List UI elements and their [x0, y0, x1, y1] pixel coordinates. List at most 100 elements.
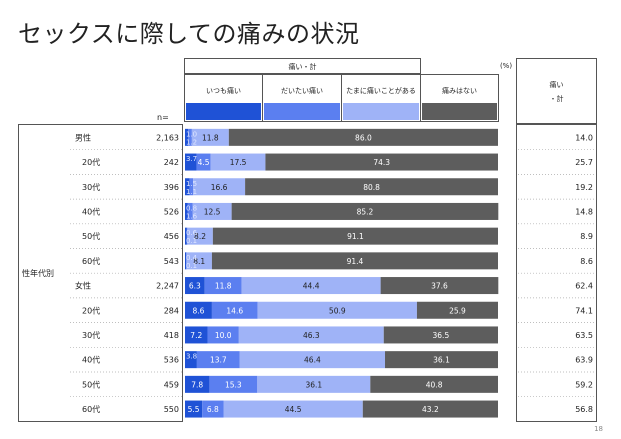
row-label: 30代	[82, 330, 100, 340]
bar-segment	[187, 227, 213, 245]
bar-segment	[188, 128, 192, 146]
legend-swatch-2	[343, 103, 419, 120]
bar-segment	[239, 351, 386, 369]
bar-value-label: 6.3	[189, 282, 201, 291]
legend-swatch-0	[186, 103, 261, 120]
row-label: 50代	[82, 231, 100, 241]
row-n-value: 536	[164, 356, 179, 365]
bar-segment	[193, 178, 246, 196]
bar-value-label: 16.6	[211, 183, 228, 192]
row-total-value: 74.1	[575, 306, 593, 315]
bar-segment	[265, 153, 498, 171]
row-n-value: 526	[164, 207, 179, 216]
bar-value-label: 3.7	[186, 155, 197, 163]
bar-value-label: 6.8	[207, 405, 219, 414]
bar-value-label: 46.4	[304, 356, 321, 365]
legend-group-label: 痛い・計	[288, 63, 317, 71]
bar-segment	[185, 153, 197, 171]
bar-segment	[185, 202, 188, 220]
bar-value-label: 0.8	[186, 204, 197, 212]
legend-swatch-1	[264, 103, 340, 120]
bar-segment	[185, 252, 187, 270]
bar-segment	[210, 153, 266, 171]
bar-value-label: 85.2	[357, 207, 374, 216]
bar-value-label: 17.5	[230, 158, 247, 167]
bar-value-label: 11.8	[202, 133, 219, 142]
total-column-frame	[516, 124, 597, 422]
row-n-value: 550	[164, 405, 179, 414]
bar-value-label: 7.2	[190, 331, 202, 340]
bar-value-label: 36.1	[305, 380, 322, 389]
bar-value-label: 44.5	[285, 405, 302, 414]
row-label: 50代	[82, 379, 100, 389]
bar-value-label: 1.1	[186, 188, 197, 196]
page-number: 18	[594, 425, 603, 433]
bar-value-label: 8.6	[192, 306, 204, 315]
bar-value-label: 15.3	[225, 380, 242, 389]
row-total-value: 56.8	[575, 405, 593, 414]
row-total-value: 8.9	[580, 232, 593, 241]
bar-segment	[362, 400, 498, 418]
legend-item-label-2: たまに痛いことがある	[346, 87, 416, 95]
row-n-value: 284	[164, 306, 179, 315]
n-header: n=	[157, 113, 169, 122]
bar-value-label: 0.1	[186, 262, 197, 270]
bar-segment	[196, 351, 240, 369]
side-label: 性年代別	[22, 269, 54, 278]
bar-segment	[185, 375, 210, 393]
row-label: 20代	[82, 157, 100, 167]
bar-segment	[185, 178, 190, 196]
bar-segment	[186, 252, 187, 270]
legend-item-label-1: だいたい痛い	[281, 87, 323, 95]
bar-segment	[185, 227, 187, 245]
bar-segment	[185, 326, 208, 344]
bar-value-label: 13.7	[210, 356, 227, 365]
row-total-value: 59.2	[575, 380, 593, 389]
bar-value-label: 0.1	[186, 237, 197, 245]
bar-value-label: 1.5	[186, 180, 197, 188]
bar-value-label: 91.4	[347, 257, 364, 266]
row-label: 20代	[82, 305, 100, 315]
row-n-value: 2,163	[156, 133, 179, 142]
bar-segment	[380, 277, 499, 295]
bar-segment	[191, 128, 229, 146]
row-label: 男性	[75, 132, 91, 142]
bar-segment	[187, 202, 193, 220]
bar-value-label: 1.2	[186, 138, 197, 146]
bar-value-label: 80.8	[363, 183, 380, 192]
bar-segment	[185, 277, 205, 295]
row-label: 40代	[82, 355, 100, 365]
bar-segment	[196, 153, 211, 171]
bar-segment	[186, 252, 212, 270]
bar-value-label: 11.8	[215, 282, 232, 291]
bar-value-label: 12.5	[204, 207, 221, 216]
bar-segment	[211, 301, 258, 319]
bar-segment	[192, 202, 232, 220]
row-n-value: 459	[164, 380, 179, 389]
bar-value-label: 40.8	[426, 380, 443, 389]
row-total-value: 19.2	[575, 183, 593, 192]
row-label: 女性	[75, 281, 91, 291]
bar-segment	[385, 351, 498, 369]
bar-value-label: 0.6	[186, 229, 198, 237]
bar-value-label: 74.3	[373, 158, 390, 167]
legend-swatch-3	[422, 103, 497, 120]
legend-group-box	[184, 58, 421, 74]
bar-value-label: 86.0	[355, 133, 372, 142]
bar-segment	[185, 301, 212, 319]
bar-segment	[204, 277, 242, 295]
percent-unit: (%)	[499, 62, 513, 70]
bar-value-label: 8.1	[193, 257, 205, 266]
bar-value-label: 5.5	[188, 405, 200, 414]
bar-value-label: 1.0	[186, 130, 197, 138]
bar-value-label: 37.6	[431, 282, 448, 291]
page-title: セックスに際しての痛みの状況	[18, 20, 360, 48]
bar-value-label: 46.3	[303, 331, 320, 340]
bar-segment	[185, 351, 197, 369]
bar-segment	[241, 277, 381, 295]
row-total-value: 25.7	[575, 158, 593, 167]
bar-value-label: 50.9	[329, 306, 346, 315]
row-total-value: 62.4	[575, 282, 593, 291]
bar-segment	[189, 178, 194, 196]
row-n-value: 242	[164, 158, 179, 167]
